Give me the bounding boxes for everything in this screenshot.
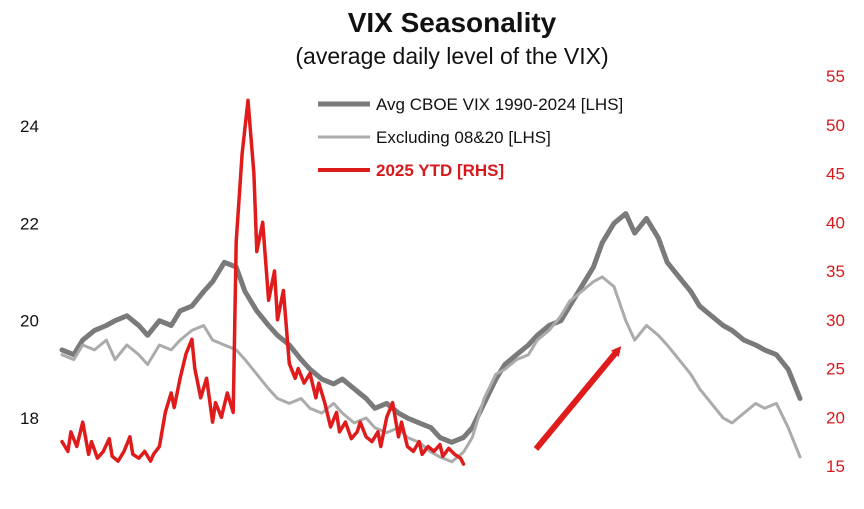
series-line-excluding (60, 275, 802, 464)
left-tick-label: 18 (20, 409, 39, 428)
chart-subtitle: (average daily level of the VIX) (295, 43, 608, 69)
right-tick-label: 45 (826, 165, 845, 184)
right-tick-label: 55 (826, 67, 845, 86)
series-layer (59, 98, 803, 466)
series-line-2025 (60, 98, 466, 466)
right-tick-label: 25 (826, 360, 845, 379)
legend-label-avg: Avg CBOE VIX 1990-2024 [LHS] (376, 95, 623, 114)
right-tick-label: 35 (826, 262, 845, 281)
left-axis-ticks: 18 20 22 24 (20, 117, 39, 428)
left-tick-label: 20 (20, 312, 39, 331)
legend-label-2025: 2025 YTD [RHS] (376, 161, 504, 180)
chart-title: VIX Seasonality (348, 7, 557, 38)
left-tick-label: 22 (20, 214, 39, 233)
right-axis-ticks: 15 20 25 30 35 40 45 50 55 (826, 67, 845, 476)
left-tick-label: 24 (20, 117, 39, 136)
series-line-avg (59, 211, 803, 445)
right-tick-label: 15 (826, 457, 845, 476)
right-tick-label: 50 (826, 116, 845, 135)
right-tick-label: 30 (826, 311, 845, 330)
legend-label-excluding: Excluding 08&20 [LHS] (376, 128, 551, 147)
trend-arrow (533, 346, 622, 451)
right-tick-label: 40 (826, 213, 845, 232)
legend: Avg CBOE VIX 1990-2024 [LHS] Excluding 0… (318, 95, 623, 180)
right-tick-label: 20 (826, 408, 845, 427)
